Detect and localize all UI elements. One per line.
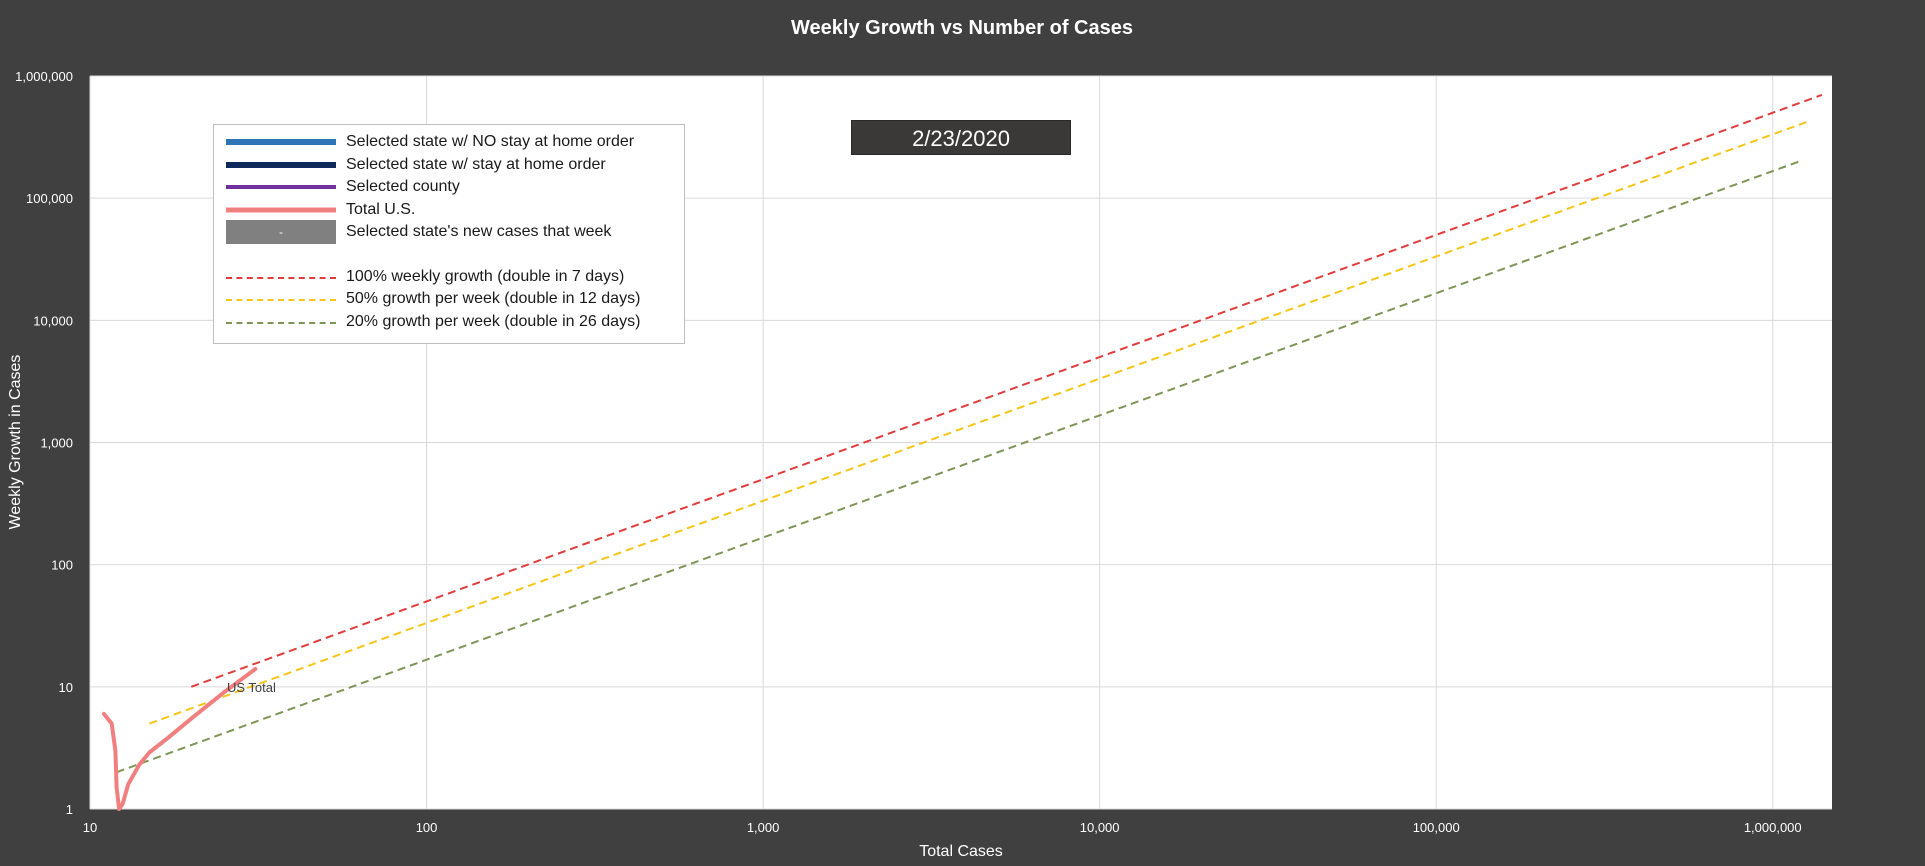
series-line-50-growth-per-week-double-in-12-days	[148, 119, 1812, 725]
legend-label: Total U.S.	[346, 201, 416, 218]
chart-title: Weekly Growth vs Number of Cases	[791, 17, 1133, 39]
legend-swatch	[226, 155, 336, 175]
x-tick-label: 100	[416, 820, 438, 835]
grid-lines	[89, 75, 1832, 810]
legend-item-50pct: 50% growth per week (double in 12 days)	[226, 289, 640, 309]
legend-label: 20% growth per week (double in 26 days)	[346, 313, 641, 330]
legend-label: Selected county	[346, 178, 460, 195]
us-total-annotation: US Total	[227, 680, 276, 695]
x-tick-label: 1,000,000	[1744, 820, 1802, 835]
legend-swatch	[226, 289, 336, 309]
legend-swatch	[226, 200, 336, 220]
legend-item-state-order: Selected state w/ stay at home order	[226, 155, 606, 175]
legend-swatch	[226, 177, 336, 197]
series-line-100-weekly-growth-double-in-7-days	[190, 93, 1823, 688]
legend: Selected state w/ NO stay at home order …	[213, 124, 685, 344]
legend-label: 50% growth per week (double in 12 days)	[346, 290, 641, 307]
y-axis-label: Weekly Growth in Cases	[7, 355, 24, 530]
legend-swatch	[226, 312, 336, 332]
date-label: 2/23/2020	[851, 120, 1071, 155]
legend-swatch: -	[226, 220, 336, 244]
legend-label: Selected state's new cases that week	[346, 223, 612, 240]
legend-label: Selected state w/ NO stay at home order	[346, 133, 635, 150]
legend-item-state-new-cases: - Selected state's new cases that week	[226, 220, 612, 244]
series-line-total-u-s	[101, 667, 258, 811]
y-tick-label: 1	[66, 802, 73, 817]
legend-swatch	[226, 267, 336, 287]
y-tick-label: 100	[51, 558, 73, 573]
x-tick-label: 10	[83, 820, 97, 835]
y-tick-label: 100,000	[26, 191, 73, 206]
series-lines	[101, 93, 1823, 811]
y-tick-label: 10	[59, 680, 73, 695]
x-axis-label: Total Cases	[919, 843, 1003, 860]
legend-item-100pct: 100% weekly growth (double in 7 days)	[226, 267, 624, 287]
legend-item-state-no-order: Selected state w/ NO stay at home order	[226, 132, 634, 152]
y-tick-label: 1,000	[40, 436, 73, 451]
legend-label: Selected state w/ stay at home order	[346, 156, 606, 173]
x-tick-label: 100,000	[1413, 820, 1460, 835]
x-tick-label: 1,000	[747, 820, 780, 835]
legend-label: 100% weekly growth (double in 7 days)	[346, 268, 625, 285]
legend-item-total-us: Total U.S.	[226, 200, 415, 220]
tick-labels: 10 100 1,000 10,000 100,000 1,000,000 1 10 100 1,…	[15, 69, 1802, 835]
x-tick-label: 10,000	[1080, 820, 1120, 835]
legend-item-county: Selected county	[226, 177, 460, 197]
legend-item-20pct: 20% growth per week (double in 26 days)	[226, 312, 640, 332]
legend-swatch	[226, 132, 336, 152]
y-tick-label: 1,000,000	[15, 69, 73, 84]
y-tick-label: 10,000	[33, 313, 73, 328]
